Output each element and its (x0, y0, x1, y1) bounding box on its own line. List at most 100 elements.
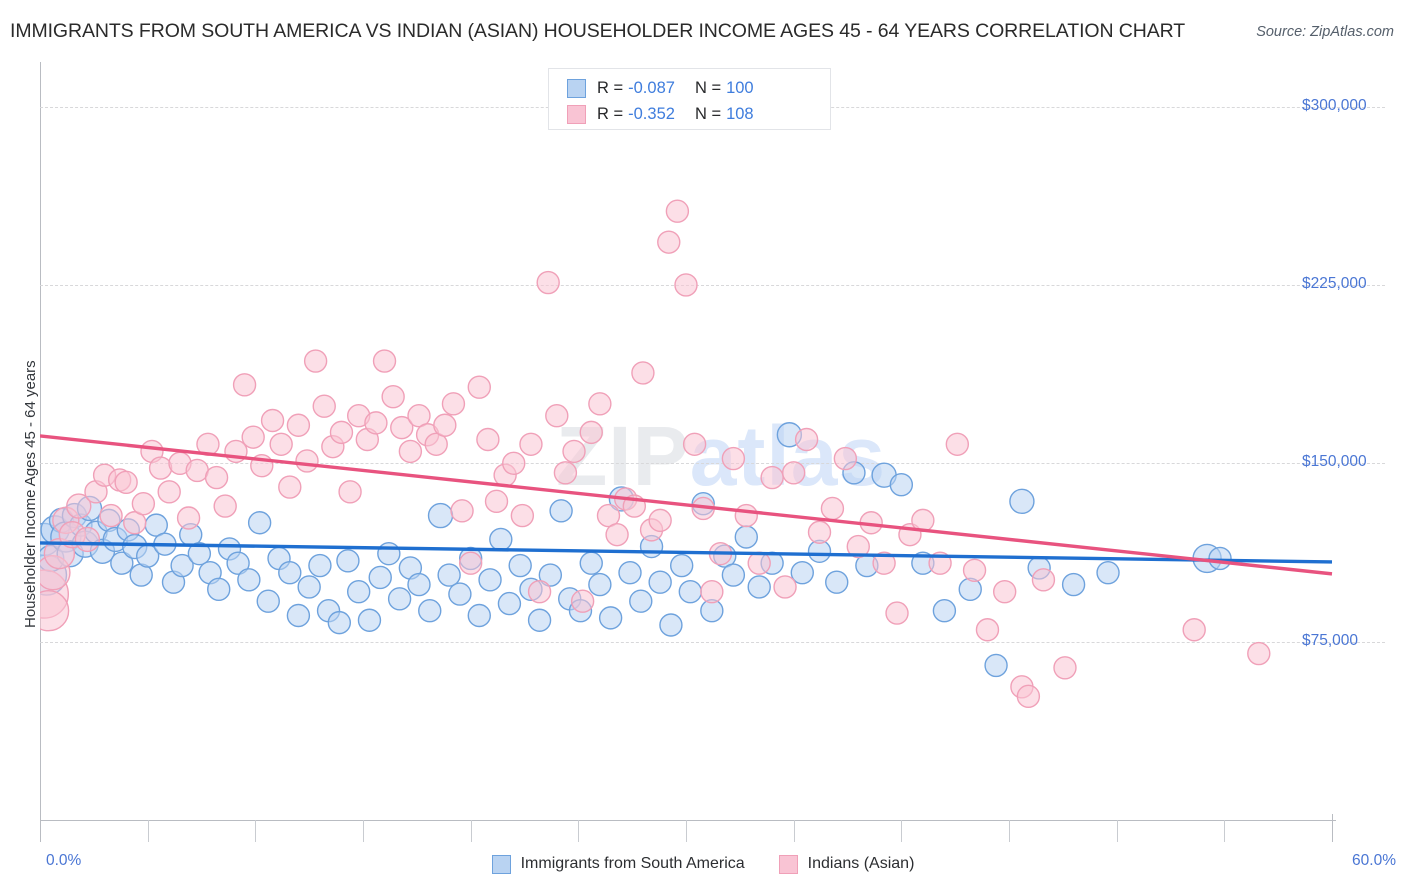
scatter-point (467, 603, 491, 628)
pink-series-swatch-icon (567, 104, 586, 124)
scatter-point (74, 526, 101, 553)
scatter-point (527, 608, 552, 632)
x-axis-max-label: 60.0% (1352, 852, 1396, 869)
scatter-point (381, 385, 405, 409)
blue-series-swatch-icon (567, 78, 586, 98)
x-axis-tick (793, 820, 795, 842)
scatter-point (1182, 618, 1206, 642)
scatter-point (407, 404, 431, 428)
scatter-point (669, 553, 694, 578)
scatter-point (327, 610, 352, 635)
scatter-point (618, 560, 642, 585)
scatter-point (1009, 488, 1035, 515)
scatter-point (467, 375, 491, 399)
scatter-point (747, 551, 771, 575)
scatter-point (66, 493, 92, 519)
scatter-point (148, 456, 173, 480)
pink-r-value: -0.352 (628, 104, 675, 123)
scatter-point (329, 420, 354, 445)
scatter-point (338, 480, 362, 504)
scatter-point (312, 394, 336, 418)
scatter-point (657, 230, 681, 254)
scatter-point (588, 392, 612, 416)
scatter-point (424, 432, 448, 456)
scatter-point (497, 591, 522, 616)
scatter-point (478, 568, 502, 592)
scatter-point (648, 570, 672, 594)
scatter-point (588, 572, 612, 597)
scatter-point (545, 404, 569, 428)
scatter-point (1053, 656, 1077, 680)
scatter-point (570, 589, 595, 613)
scatter-point (437, 563, 461, 587)
scatter-point (631, 361, 655, 385)
scatter-point (807, 520, 832, 544)
scatter-point (441, 392, 466, 416)
scatter-point (932, 599, 957, 623)
x-axis-tick (40, 814, 41, 842)
scatter-point (237, 568, 261, 592)
y-axis-tick-label: $225,000 (1302, 274, 1367, 292)
scatter-point (596, 503, 621, 528)
scatter-point (364, 411, 388, 435)
x-axis-tick (1224, 820, 1226, 842)
pink-n-value: 108 (726, 104, 754, 123)
scatter-point (1096, 560, 1120, 585)
scatter-point (357, 608, 382, 632)
scatter-point (157, 480, 181, 504)
scatter-point (295, 449, 319, 473)
scatter-point (1208, 546, 1232, 571)
scatter-point (176, 506, 201, 530)
scatter-point (562, 439, 586, 464)
scatter-point (598, 606, 623, 630)
legend-item-immigrants[interactable]: Immigrants from South America (491, 854, 745, 874)
scatter-point (648, 508, 672, 533)
gridline (40, 284, 1385, 286)
x-axis-tick (1116, 820, 1118, 842)
scatter-point (721, 446, 746, 471)
scatter-point (123, 511, 147, 535)
scatter-point (377, 541, 401, 566)
x-axis-tick (686, 820, 687, 842)
scatter-point (519, 432, 543, 456)
x-axis-tick (255, 820, 257, 842)
gridline (40, 641, 1385, 643)
scatter-point (958, 577, 982, 602)
scatter-point (418, 599, 442, 623)
correlation-stats-legend: R = -0.087 N = 100 R = -0.352 N = 108 (548, 68, 831, 130)
scatter-point (256, 589, 280, 613)
stats-row-blue: R = -0.087 N = 100 (549, 75, 830, 101)
y-axis-line (40, 62, 41, 820)
scatter-point (1016, 684, 1041, 709)
x-axis-tick (901, 820, 903, 842)
scatter-point (387, 587, 412, 611)
scatter-point (527, 580, 552, 604)
scatter-point (773, 575, 797, 599)
scatter-point (1031, 568, 1056, 592)
scatter-point (226, 551, 250, 575)
scatter-point (794, 427, 819, 452)
scatter-point (489, 527, 513, 552)
scatter-point (170, 553, 194, 578)
scatter-point (682, 432, 707, 456)
scatter-point (820, 496, 845, 521)
scatter-point (833, 446, 858, 471)
legend-item-indians[interactable]: Indians (Asian) (778, 854, 914, 874)
scatter-point (502, 451, 526, 475)
scatter-point (962, 558, 987, 583)
scatter-point (247, 511, 272, 535)
scatter-point (213, 494, 237, 518)
scatter-point (114, 470, 138, 495)
legend-blue-label: Immigrants from South America (520, 855, 745, 872)
scatter-point (207, 577, 231, 602)
scatter-point (1247, 641, 1271, 666)
series-legend: Immigrants from South America Indians (A… (0, 851, 1406, 877)
scatter-point (579, 420, 603, 445)
x-axis-tick (470, 820, 472, 842)
x-axis-tick (363, 820, 364, 842)
legend-pink-swatch-icon (778, 854, 798, 874)
y-axis-tick-label: $300,000 (1302, 96, 1367, 114)
scatter-point (390, 415, 414, 440)
scatter-point (885, 601, 909, 625)
